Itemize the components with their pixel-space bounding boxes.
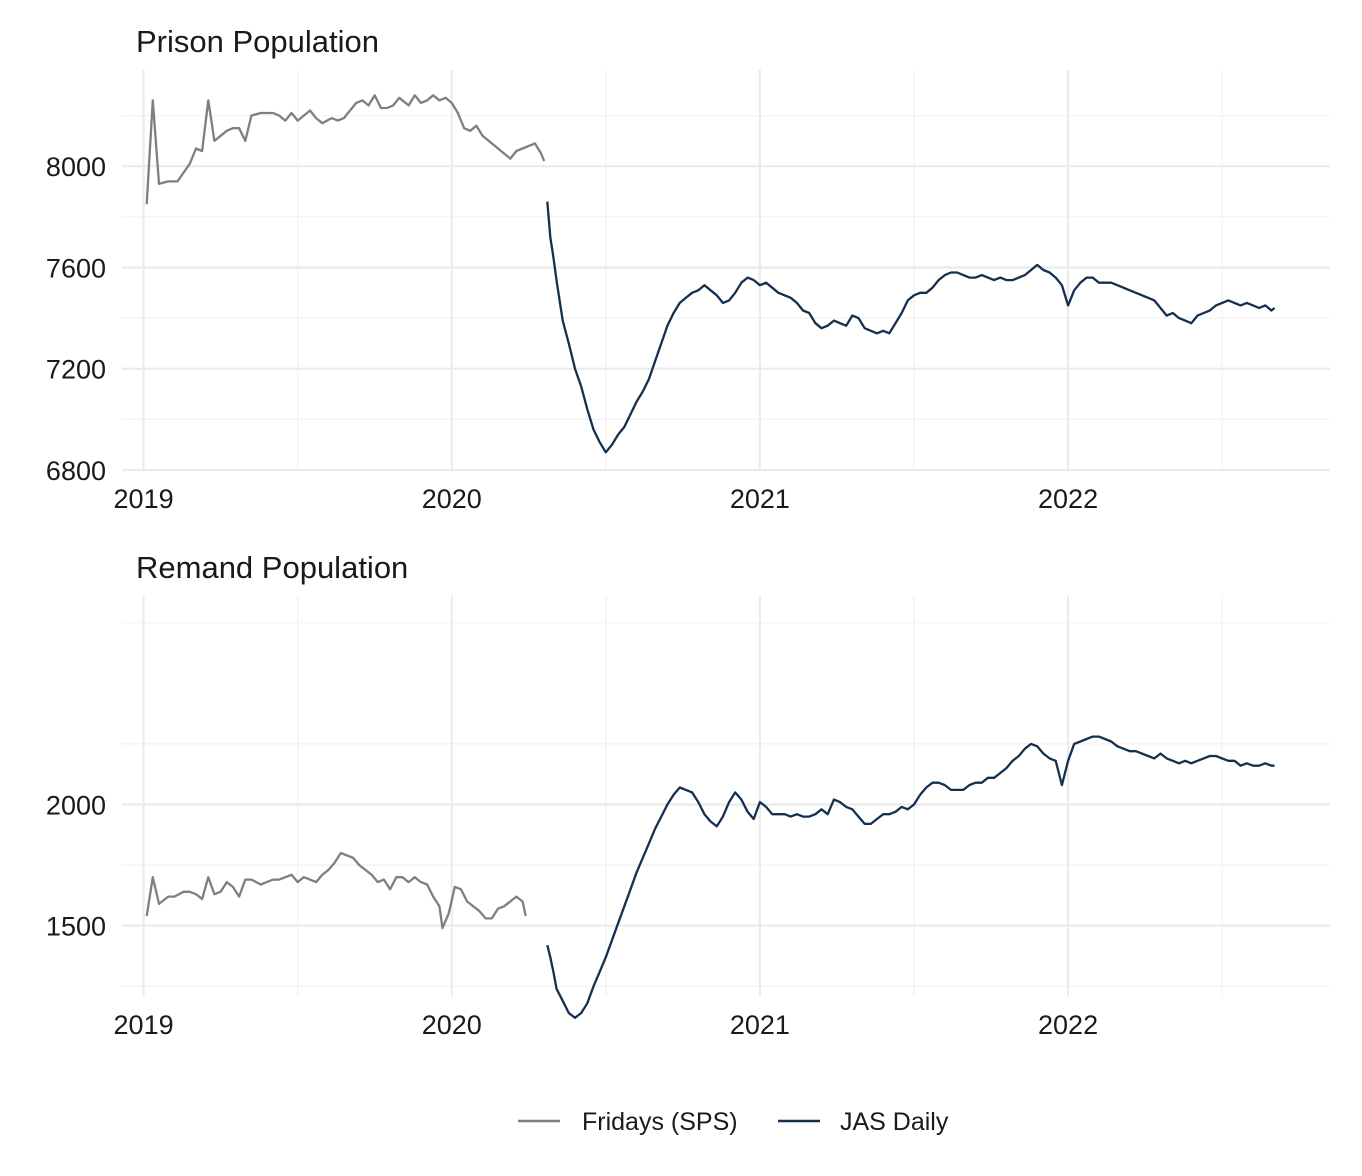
remand-y-tick-label: 2000 [46, 790, 106, 820]
prison-x-tick-label: 2020 [422, 484, 482, 514]
legend: Fridays (SPS) JAS Daily [518, 1108, 949, 1136]
remand-x-ticks: 2019 2020 2021 2022 [114, 1010, 1099, 1040]
prison-y-tick-label: 8000 [46, 152, 106, 182]
remand-series [145, 735, 1275, 1019]
remand-series-jas-daily [546, 735, 1275, 1019]
remand-grid [122, 596, 1330, 996]
remand-x-tick-label: 2019 [114, 1010, 174, 1040]
remand-x-tick-label: 2020 [422, 1010, 482, 1040]
prison-y-tick-label: 7200 [46, 355, 106, 385]
prison-x-tick-label: 2022 [1038, 484, 1098, 514]
prison-grid [122, 70, 1330, 472]
prison-y-tick-label: 6800 [46, 456, 106, 486]
prison-population-title: Prison Population [136, 24, 379, 59]
remand-y-tick-label: 1500 [46, 912, 106, 942]
remand-series-fridays-sps [145, 851, 527, 930]
prison-series-jas-daily [546, 201, 1276, 454]
prison-x-ticks: 2019 2020 2021 2022 [114, 484, 1099, 514]
remand-y-ticks: 1500 2000 [46, 790, 106, 941]
remand-x-tick-label: 2021 [730, 1010, 790, 1040]
prison-y-tick-label: 7600 [46, 253, 106, 283]
legend-label-fridays-sps: Fridays (SPS) [582, 1108, 738, 1136]
legend-label-jas-daily: JAS Daily [840, 1108, 949, 1136]
prison-x-tick-label: 2021 [730, 484, 790, 514]
prison-y-ticks: 6800 7200 7600 8000 [46, 152, 106, 486]
prison-series [145, 94, 1276, 454]
prison-series-fridays-sps [145, 94, 546, 205]
remand-x-tick-label: 2022 [1038, 1010, 1098, 1040]
prison-x-tick-label: 2019 [114, 484, 174, 514]
remand-population-title: Remand Population [136, 550, 408, 585]
